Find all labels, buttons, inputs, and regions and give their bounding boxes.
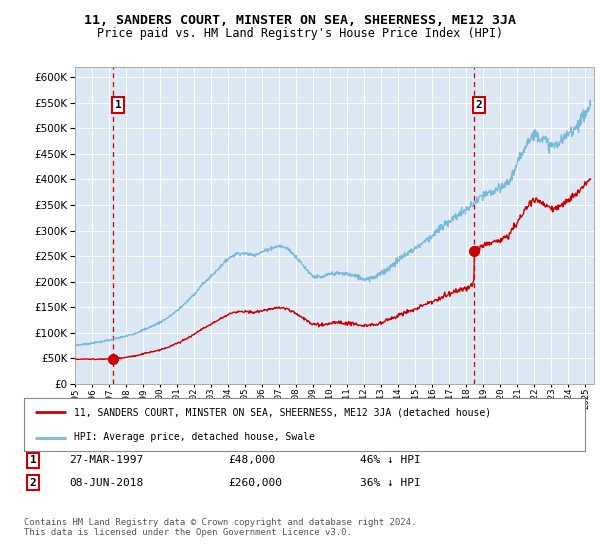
Text: 46% ↓ HPI: 46% ↓ HPI [360, 455, 421, 465]
Text: 08-JUN-2018: 08-JUN-2018 [69, 478, 143, 488]
Text: 1: 1 [29, 455, 37, 465]
Text: Price paid vs. HM Land Registry's House Price Index (HPI): Price paid vs. HM Land Registry's House … [97, 27, 503, 40]
Text: 2: 2 [29, 478, 37, 488]
Text: 36% ↓ HPI: 36% ↓ HPI [360, 478, 421, 488]
Text: Contains HM Land Registry data © Crown copyright and database right 2024.
This d: Contains HM Land Registry data © Crown c… [24, 518, 416, 538]
Text: 11, SANDERS COURT, MINSTER ON SEA, SHEERNESS, ME12 3JA (detached house): 11, SANDERS COURT, MINSTER ON SEA, SHEER… [74, 408, 491, 418]
Text: HPI: Average price, detached house, Swale: HPI: Average price, detached house, Swal… [74, 432, 316, 442]
Text: £260,000: £260,000 [228, 478, 282, 488]
Text: 27-MAR-1997: 27-MAR-1997 [69, 455, 143, 465]
Text: 2: 2 [476, 100, 482, 110]
Text: £48,000: £48,000 [228, 455, 275, 465]
Text: 1: 1 [115, 100, 121, 110]
Text: 11, SANDERS COURT, MINSTER ON SEA, SHEERNESS, ME12 3JA: 11, SANDERS COURT, MINSTER ON SEA, SHEER… [84, 14, 516, 27]
